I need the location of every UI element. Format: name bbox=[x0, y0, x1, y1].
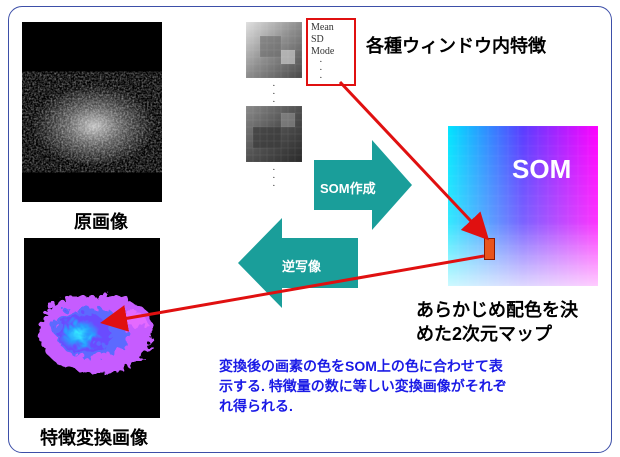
original-image-label: 原画像 bbox=[74, 212, 128, 232]
caption-line-2: 示する. 特徴量の数に等しい変換画像がそれぞ bbox=[219, 378, 507, 394]
feature-mean: Mean bbox=[311, 22, 334, 33]
window-patch-2 bbox=[246, 106, 302, 162]
som-create-arrow bbox=[314, 140, 412, 230]
arrow-som-to-transformed bbox=[100, 254, 485, 332]
inverse-map-arrow bbox=[238, 218, 358, 308]
arrow-feature-to-som bbox=[338, 80, 490, 241]
caption-line-3: れ得られる. bbox=[219, 398, 293, 414]
patch-ellipsis-2: · · · bbox=[272, 164, 276, 192]
original-image bbox=[22, 22, 162, 202]
som-position-marker bbox=[484, 238, 495, 260]
feature-sd: SD bbox=[311, 34, 324, 45]
inverse-map-label: 逆写像 bbox=[282, 259, 322, 274]
feature-ellipsis: · · · bbox=[319, 56, 323, 84]
diagram-frame bbox=[8, 6, 612, 453]
som-description-line2: めた2次元マップ bbox=[416, 324, 553, 344]
som-description-line1: あらかじめ配色を決 bbox=[416, 300, 578, 320]
window-features-label: 各種ウィンドウ内特徴 bbox=[366, 36, 546, 56]
feature-transformed-label: 特徴変換画像 bbox=[40, 428, 148, 448]
feature-mode: Mode bbox=[311, 46, 335, 57]
feature-list-box: Mean SD Mode · · · bbox=[306, 18, 356, 86]
som-title: SOM bbox=[512, 154, 572, 184]
window-patch-1 bbox=[246, 22, 302, 78]
explanation-caption: 変換後の画素の色をSOM上の色に合わせて表 示する. 特徴量の数に等しい変換画像… bbox=[219, 356, 599, 416]
patch-ellipsis-1: · · · bbox=[272, 80, 276, 108]
caption-line-1: 変換後の画素の色をSOM上の色に合わせて表 bbox=[219, 358, 503, 374]
som-create-label: SOM作成 bbox=[320, 181, 376, 196]
